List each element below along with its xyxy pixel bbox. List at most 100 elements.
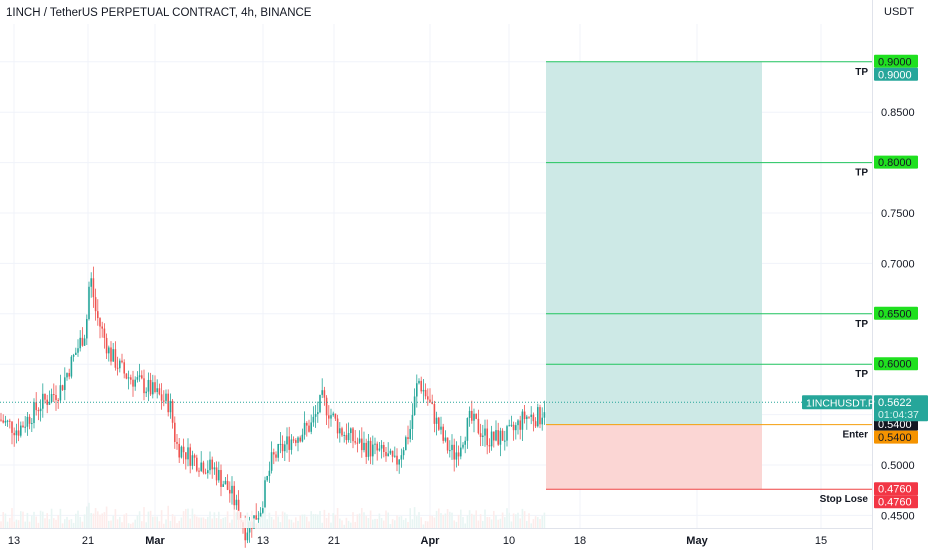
candlestick xyxy=(46,394,48,414)
candlestick xyxy=(292,436,295,444)
candle-body xyxy=(149,379,152,395)
candle-body xyxy=(405,437,407,451)
candlestick xyxy=(334,413,337,422)
candle-body xyxy=(9,420,11,422)
candle-body xyxy=(541,417,543,425)
volume-bar xyxy=(101,513,103,528)
volume-bar xyxy=(246,512,249,528)
candlestick xyxy=(141,370,143,380)
candle-body xyxy=(431,401,433,405)
candle-body xyxy=(39,408,42,412)
candlestick xyxy=(376,441,378,461)
x-tick-label: 13 xyxy=(257,535,269,547)
price-badge: 0.6500 xyxy=(874,306,918,320)
candle-body xyxy=(328,415,330,419)
volume-bar xyxy=(477,520,480,528)
volume-bar xyxy=(147,511,150,528)
candlestick xyxy=(275,451,277,462)
volume-bar xyxy=(6,521,9,528)
candlestick xyxy=(132,370,134,397)
volume-bar xyxy=(449,511,451,528)
candlestick xyxy=(75,347,77,356)
volume-bar xyxy=(138,511,141,528)
candle-body xyxy=(50,394,53,403)
candle-body xyxy=(466,417,469,441)
candle-body xyxy=(391,450,394,457)
candle-body xyxy=(200,462,202,471)
candle-body xyxy=(46,399,48,405)
candle-body xyxy=(121,360,123,363)
volume-bar xyxy=(17,520,20,528)
candle-body xyxy=(387,453,389,457)
candle-body xyxy=(407,437,409,440)
candlestick xyxy=(387,442,389,457)
candle-body xyxy=(2,420,4,423)
candlestick xyxy=(367,434,370,461)
annotation-label: TP xyxy=(855,67,868,78)
candle-body xyxy=(506,426,508,441)
volume-bar xyxy=(286,514,288,528)
candlestick xyxy=(517,419,519,435)
candle-body xyxy=(114,349,117,368)
candle-body xyxy=(356,442,359,444)
volume-bar xyxy=(297,520,299,528)
candle-body xyxy=(446,437,449,451)
volume-bar xyxy=(211,518,213,528)
candlestick xyxy=(312,406,315,427)
candle-body xyxy=(325,397,328,416)
candlestick xyxy=(317,401,319,423)
volume-bar xyxy=(385,510,387,528)
candle-body xyxy=(6,420,9,422)
candlestick xyxy=(394,446,396,458)
candle-body xyxy=(132,379,134,387)
candle-body xyxy=(493,431,495,441)
candlestick xyxy=(59,374,62,404)
volume-bar xyxy=(433,517,436,528)
candle-body xyxy=(292,439,295,441)
candlestick xyxy=(358,430,361,444)
candle-body xyxy=(497,430,499,445)
candle-body xyxy=(361,438,363,451)
candle-body xyxy=(273,452,275,455)
candle-body xyxy=(169,400,172,413)
candle-body xyxy=(286,436,288,445)
candlestick xyxy=(103,323,106,349)
candle-body xyxy=(279,443,282,445)
candle-body xyxy=(4,420,7,423)
volume-bar xyxy=(15,519,18,528)
candle-body xyxy=(341,428,343,436)
candlestick xyxy=(328,405,330,429)
volume-bar xyxy=(321,522,323,528)
candle-body xyxy=(490,431,493,447)
volume-bar xyxy=(512,513,515,528)
volume-bar xyxy=(207,516,209,528)
volume-bar xyxy=(466,515,469,528)
volume-bar xyxy=(306,516,308,528)
volume-bar xyxy=(262,513,264,528)
candlestick xyxy=(127,370,130,390)
candlestick xyxy=(39,399,42,422)
price-badge-text: 0.9000 xyxy=(878,69,912,81)
candle-body xyxy=(26,416,29,427)
candlestick xyxy=(510,415,513,427)
volume-bar xyxy=(460,509,462,528)
candlestick xyxy=(174,416,176,449)
candle-body xyxy=(64,377,66,390)
candlestick xyxy=(57,398,59,409)
volume-bar xyxy=(121,522,123,528)
volume-bar xyxy=(345,517,348,528)
volume-bar xyxy=(202,517,205,528)
volume-bar xyxy=(411,519,414,528)
candle-body xyxy=(477,418,480,434)
candle-body xyxy=(127,377,130,379)
candle-body xyxy=(244,527,246,541)
candlestick xyxy=(372,435,374,465)
candlestick xyxy=(352,426,354,449)
volume-bar xyxy=(383,520,385,528)
candlestick xyxy=(83,334,86,347)
volume-bar xyxy=(88,502,90,528)
volume-bar xyxy=(438,508,440,528)
candlestick xyxy=(235,494,238,510)
